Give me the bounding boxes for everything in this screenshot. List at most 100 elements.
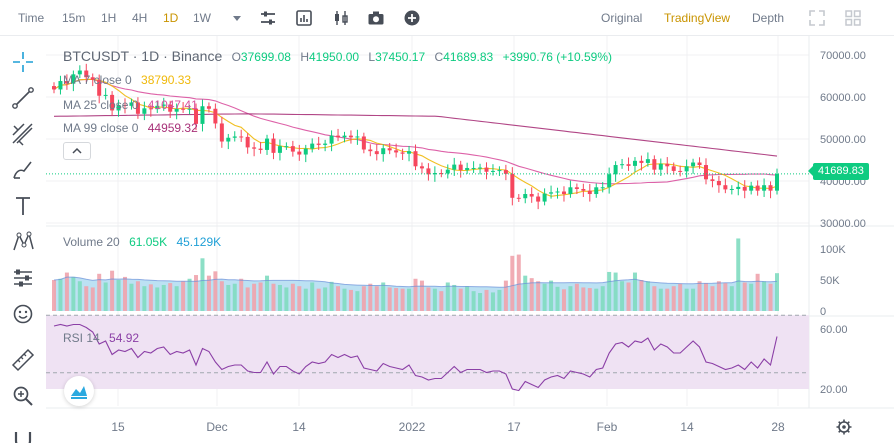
volume-bar [394,288,399,311]
volume-value: 61.05K [129,235,168,249]
rsi-value: 54.92 [109,331,140,345]
volume-bar [265,275,270,311]
open-value: 37699.08 [240,50,291,64]
volume-bar [419,280,424,311]
add-plus-icon[interactable] [402,8,422,28]
volume-bar [581,287,586,311]
pattern-tool-icon[interactable] [10,229,36,255]
trend-line-icon[interactable] [10,85,36,111]
close-label: C41689.83 [435,50,500,64]
candle-body [329,135,334,144]
ruler-icon[interactable] [10,347,36,373]
candle-body [458,164,463,171]
volume-bar [277,284,282,311]
candle-body [200,106,205,124]
fullscreen-expand-icon[interactable] [807,8,827,28]
candle-body [271,138,276,153]
candle-body [368,149,373,152]
volume-bar [329,281,334,311]
view-original-tab[interactable]: Original [601,11,643,25]
ohlc-legend: BTCUSDT · 1D · Binance O37699.08 H41950.… [63,48,618,65]
volume-bar [484,289,489,311]
volume-bar [413,278,418,311]
ma25-label: MA 25 close 0 [63,98,139,112]
price-axis-label: 50000.00 [820,134,866,146]
volume-bar [77,281,82,311]
high-label: H41950.00 [300,50,365,64]
prediction-tool-icon[interactable] [10,265,36,291]
chart-area[interactable]: 70000.00 60000.00 50000.00 40000.00 30000.00… [46,36,894,443]
candle-body [484,167,489,172]
view-tradingview-tab[interactable]: TradingView [664,11,731,25]
volume-bar [297,286,302,311]
indicator-settings-icon[interactable] [258,8,278,28]
volume-bar [271,283,276,311]
volume-bar [607,271,612,311]
ma25-legend[interactable]: MA 25 close 0 41047.41 [63,97,204,113]
text-tool-icon[interactable] [10,193,36,219]
ma7-legend[interactable]: MA 7 close 0 38790.33 [63,72,197,88]
candle-body [252,147,257,149]
gear-icon[interactable] [835,418,853,436]
candle-body [97,79,102,96]
low-value: 37450.17 [375,50,426,64]
camera-icon[interactable] [366,8,386,28]
candle-body [161,104,166,106]
time-axis-label: 28 [771,420,785,434]
brush-icon[interactable] [10,157,36,183]
candle-body [116,104,121,111]
candle-body [355,136,360,138]
indicators-icon[interactable] [294,8,314,28]
volume-bar [445,282,450,311]
volume-bar [736,238,741,311]
interval-4h[interactable]: 4H [132,11,148,25]
volume-bar [387,287,392,311]
crosshair-icon[interactable] [10,49,36,75]
drawing-toolbar [0,36,46,443]
candle-body [400,152,405,154]
time-axis-label: 14 [680,420,694,434]
volume-bar [426,287,431,311]
view-depth-tab[interactable]: Depth [752,11,785,25]
change-value: +3990.76 (+10.59%) [502,50,612,64]
volume-bar [768,283,773,311]
volume-bar [303,288,308,311]
interval-1w[interactable]: 1W [193,11,211,25]
volume-bar [181,281,186,311]
volume-bar [407,288,412,311]
interval-dropdown-chevron-icon[interactable] [227,8,247,28]
candle-body [232,136,237,138]
interval-1d[interactable]: 1D [163,11,179,25]
volume-bar [678,283,683,311]
candle-style-icon[interactable] [331,8,351,28]
rsi-axis-label: 20.00 [820,384,848,396]
volume-bar [478,293,483,311]
candle-body [290,146,295,152]
volume-legend[interactable]: Volume 20 61.05K 45.129K [63,234,227,250]
emoji-icon[interactable] [10,301,36,327]
collapse-legend-button[interactable] [63,142,91,160]
candle-body [691,162,696,167]
magnet-icon[interactable] [10,428,36,443]
zoom-in-icon[interactable] [10,383,36,409]
volume-bar [361,286,366,311]
rsi-band [46,315,809,389]
rsi-legend[interactable]: RSI 14 54.92 [63,330,145,346]
volume-bar [697,281,702,311]
candle-body [155,105,160,110]
low-label: L37450.17 [368,50,431,64]
candle-body [671,166,676,171]
candle-body [103,94,108,96]
tradingview-logo-icon [64,376,94,406]
candle-body [64,81,69,84]
layout-grid-icon[interactable] [843,8,863,28]
candle-body [561,191,566,195]
volume-bar [691,288,696,311]
chart-canvas[interactable]: 70000.0060000.0050000.0040000.0030000.00… [46,36,894,443]
volume-bar [135,281,140,311]
interval-time[interactable]: Time [18,11,45,25]
interval-15m[interactable]: 15m [62,11,86,25]
ma99-legend[interactable]: MA 99 close 0 44959.32 [63,120,204,136]
interval-1h[interactable]: 1H [101,11,117,25]
parallel-channel-icon[interactable] [10,121,36,147]
